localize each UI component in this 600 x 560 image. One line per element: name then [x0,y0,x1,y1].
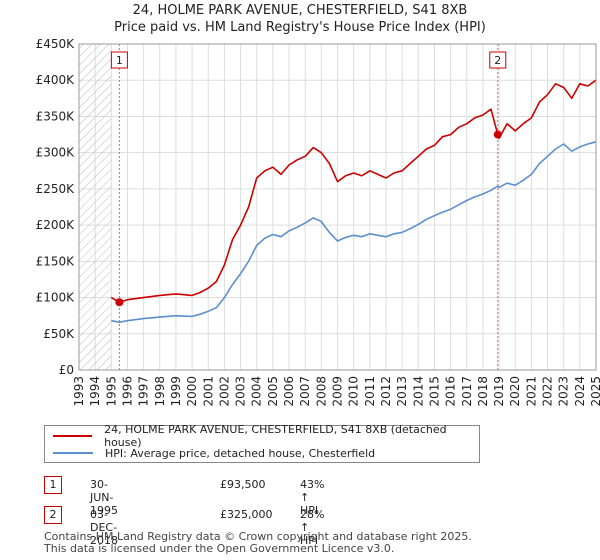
x-tick-label: 1993 [72,376,86,407]
marker-badge [489,51,507,69]
x-tick-label: 2005 [266,376,280,407]
x-tick-label: 1994 [88,376,102,407]
x-tick-label: 2012 [379,376,393,407]
y-tick-label: £50K [43,327,75,341]
footer-copyright: Contains HM Land Registry data © Crown c… [44,530,472,543]
x-tick-label: 2009 [331,376,345,407]
legend-label-property: 24, HOLME PARK AVENUE, CHESTERFIELD, S41… [104,423,447,449]
x-tick-label: 2023 [557,376,571,407]
x-tick-label: 2006 [282,376,296,407]
x-tick-label: 2007 [298,376,312,407]
x-tick-label: 2020 [508,376,522,407]
x-tick-label: 1995 [104,376,118,407]
hpi-line [111,141,597,324]
x-tick-label: 2000 [185,376,199,407]
x-tick-label: 2021 [524,376,538,407]
y-tick-label: £300K [36,146,76,160]
transaction-date: 30-JUN-1995 [90,478,118,517]
x-tick-label: 1999 [169,376,183,407]
marker-label: 2 [494,54,501,67]
legend: 24, HOLME PARK AVENUE, CHESTERFIELD, S41… [44,423,480,463]
transaction-date: 03-DEC-2018 [90,508,118,547]
x-tick-label: 2025 [589,376,600,407]
transaction-badge: 1 [44,476,62,494]
x-tick-label: 1998 [153,376,167,407]
x-tick-label: 2010 [347,376,361,407]
chart-title: 24, HOLME PARK AVENUE, CHESTERFIELD, S41… [132,3,468,18]
x-tick-label: 2013 [395,376,409,407]
x-tick-label: 2014 [411,376,425,407]
legend-swatch-hpi [53,452,93,454]
plot-frame [78,43,597,371]
x-tick-label: 2024 [573,376,587,407]
y-tick-label: £200K [36,218,76,232]
x-tick-label: 2003 [234,376,248,407]
marker-badge [110,51,128,69]
marker-label: 1 [116,54,123,67]
x-tick-label: 2004 [250,376,264,407]
x-tick-label: 2002 [217,376,231,407]
y-tick-label: £0 [59,363,74,377]
x-tick-label: 1996 [120,376,134,407]
price-chart: 1 2 £0 £50K £100K £150K £200K £250K £300K £350K £… [36,37,600,407]
legend-swatch-property [53,435,93,437]
chart-subtitle: Price paid vs. HM Land Registry's House … [114,20,486,35]
y-tick-label: £350K [36,109,76,123]
y-tick-label: £250K [36,182,76,196]
x-tick-label: 2022 [541,376,555,407]
x-tick-label: 2018 [476,376,490,407]
sale-point [493,130,502,139]
x-tick-label: 2008 [314,376,328,407]
legend-item-hpi: HPI: Average price, detached house, Ches… [53,445,375,461]
y-tick-label: £150K [36,254,76,268]
x-tick-label: 2019 [492,376,506,407]
y-tick-label: £100K [36,291,76,305]
x-tick-label: 2017 [460,376,474,407]
x-tick-label: 1997 [137,376,151,407]
transaction-hpi: 43% ↑ HPI [300,478,325,517]
footer-license: This data is licensed under the Open Gov… [44,542,395,555]
y-tick-label: £450K [36,37,76,51]
property-price-line [110,79,597,304]
y-tick-label: £400K [36,73,76,87]
legend-label-hpi: HPI: Average price, detached house, Ches… [105,446,376,460]
sale-point [115,298,124,307]
x-tick-label: 2016 [444,376,458,407]
x-tick-label: 2001 [201,376,215,407]
x-tick-label: 2015 [427,376,441,407]
x-tick-label: 2011 [363,376,377,407]
transaction-badge: 2 [44,506,62,524]
transaction-hpi: 28% ↑ HPI [300,508,325,547]
pre-data-hatch [79,44,112,370]
transaction-price: £93,500 [220,478,266,491]
legend-item-property: 24, HOLME PARK AVENUE, CHESTERFIELD, S41… [53,423,479,449]
transaction-price: £325,000 [220,508,273,521]
